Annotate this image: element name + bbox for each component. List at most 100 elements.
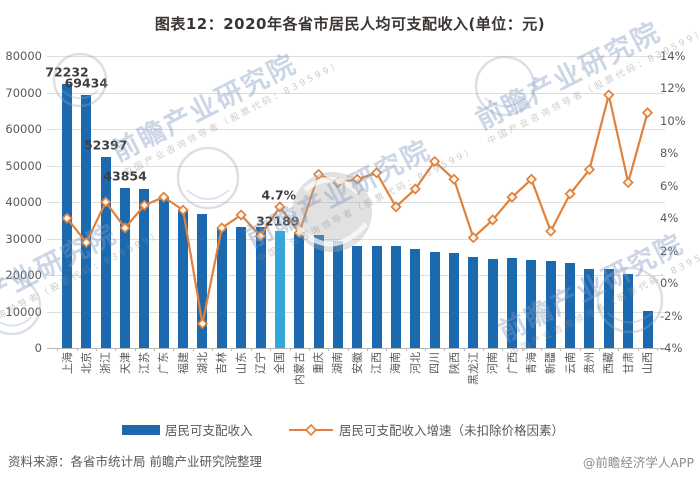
line-marker [80, 236, 92, 249]
bar-value-label: 72232 [45, 64, 89, 80]
x-axis-tick [463, 348, 465, 351]
x-axis-line [47, 348, 665, 349]
line-marker [429, 155, 441, 168]
national-income-label: 32189 [256, 213, 300, 229]
x-axis-tick [250, 348, 252, 351]
line-marker [235, 209, 247, 221]
x-axis-tick [366, 348, 368, 351]
x-axis-tick [637, 348, 639, 351]
line-marker [138, 199, 151, 211]
income-bar [178, 211, 189, 348]
x-axis-tick [483, 348, 485, 351]
y-axis-label-right: 6% [660, 178, 679, 193]
line-marker [641, 107, 654, 119]
x-axis-tick [521, 348, 523, 351]
y-axis-label-right: 4% [660, 211, 679, 226]
y-axis-label-right: 10% [660, 113, 686, 128]
y-axis-label-left: 60000 [5, 122, 42, 136]
x-axis-tick [560, 348, 562, 351]
y-axis-label-right: 8% [660, 146, 679, 161]
line-marker [351, 173, 363, 185]
x-axis-tick [192, 348, 194, 351]
x-axis-tick [76, 348, 78, 351]
x-axis-tick [231, 348, 233, 351]
line-marker [409, 183, 421, 195]
x-axis-tick [57, 348, 59, 351]
y-axis-label-right: 12% [660, 81, 686, 96]
income-bar [371, 245, 382, 348]
gridline [47, 56, 665, 57]
line-marker [622, 176, 634, 189]
income-bar [139, 189, 150, 348]
chart-title: 图表12：2020年各省市居民人均可支配收入(单位：元) [154, 15, 546, 33]
line-marker [448, 173, 460, 185]
y-axis-label-right: 2% [660, 243, 679, 258]
x-axis-tick [502, 348, 504, 351]
line-marker [370, 167, 383, 179]
x-axis-tick [328, 348, 330, 351]
income-bar [216, 227, 227, 348]
national-growth-label: 4.7% [261, 187, 297, 203]
income-bar [507, 257, 518, 348]
brand-credit: @前瞻经济学人APP [582, 455, 694, 470]
line-marker [390, 201, 402, 213]
line-marker [525, 173, 538, 185]
y-axis-label-right: -2% [660, 308, 683, 323]
x-axis-tick [386, 348, 388, 351]
x-axis-tick [270, 348, 272, 351]
y-axis-label-right: 14% [660, 49, 686, 63]
line-marker [545, 225, 557, 237]
line-marker [216, 222, 228, 234]
income-bar [390, 246, 401, 348]
income-bar [410, 249, 421, 348]
y-axis-label-left: 80000 [5, 49, 42, 63]
income-bar [642, 311, 653, 348]
x-axis-tick [308, 348, 310, 351]
gridline [47, 165, 665, 167]
x-axis-tick [657, 348, 659, 351]
line-marker [254, 230, 267, 242]
income-bar [429, 251, 440, 348]
legend-item-growth: 居民可支配收入增速（未扣除价格因素） [288, 420, 564, 439]
x-axis-tick [424, 348, 426, 351]
x-axis-tick [347, 348, 349, 351]
income-bar [332, 240, 343, 348]
income-bar [158, 197, 169, 348]
income-bar [487, 258, 498, 348]
x-axis-tick [115, 348, 117, 351]
income-bar [120, 187, 131, 348]
income-bar [468, 257, 479, 348]
x-axis-tick [405, 348, 407, 351]
income-bar [294, 234, 305, 348]
bar-value-label: 52397 [83, 137, 128, 153]
gridline [47, 129, 665, 130]
legend-growth-label: 居民可支配收入增速（未扣除价格因素） [339, 423, 565, 438]
income-bar [584, 269, 595, 348]
income-bar [603, 269, 614, 348]
source-note: 资料来源：各省市统计局 前瞻产业研究院整理 [8, 454, 262, 469]
income-bar [100, 156, 111, 348]
x-axis-tick [618, 348, 620, 351]
income-bar [81, 94, 92, 348]
y-axis-label-left: 70000 [5, 85, 42, 100]
y-axis-label-right: -4% [660, 341, 683, 355]
line-marker [583, 163, 596, 176]
y-axis-label-right: 0% [660, 276, 679, 291]
line-marker [274, 201, 286, 213]
y-axis-label-left: 20000 [5, 268, 42, 282]
bar-value-label: 43854 [103, 168, 147, 184]
x-axis-tick [541, 348, 543, 351]
x-axis-tick [212, 348, 214, 351]
income-bar [352, 245, 363, 348]
line-marker [61, 212, 73, 224]
x-axis-tick [173, 348, 175, 351]
x-axis-tick [599, 348, 601, 351]
x-axis-tick [289, 348, 291, 351]
y-axis-label-left: 40000 [5, 195, 42, 209]
growth-line [66, 93, 649, 325]
y-axis-label-left: 30000 [5, 231, 42, 246]
line-marker [196, 318, 209, 330]
x-axis-tick [579, 348, 581, 351]
